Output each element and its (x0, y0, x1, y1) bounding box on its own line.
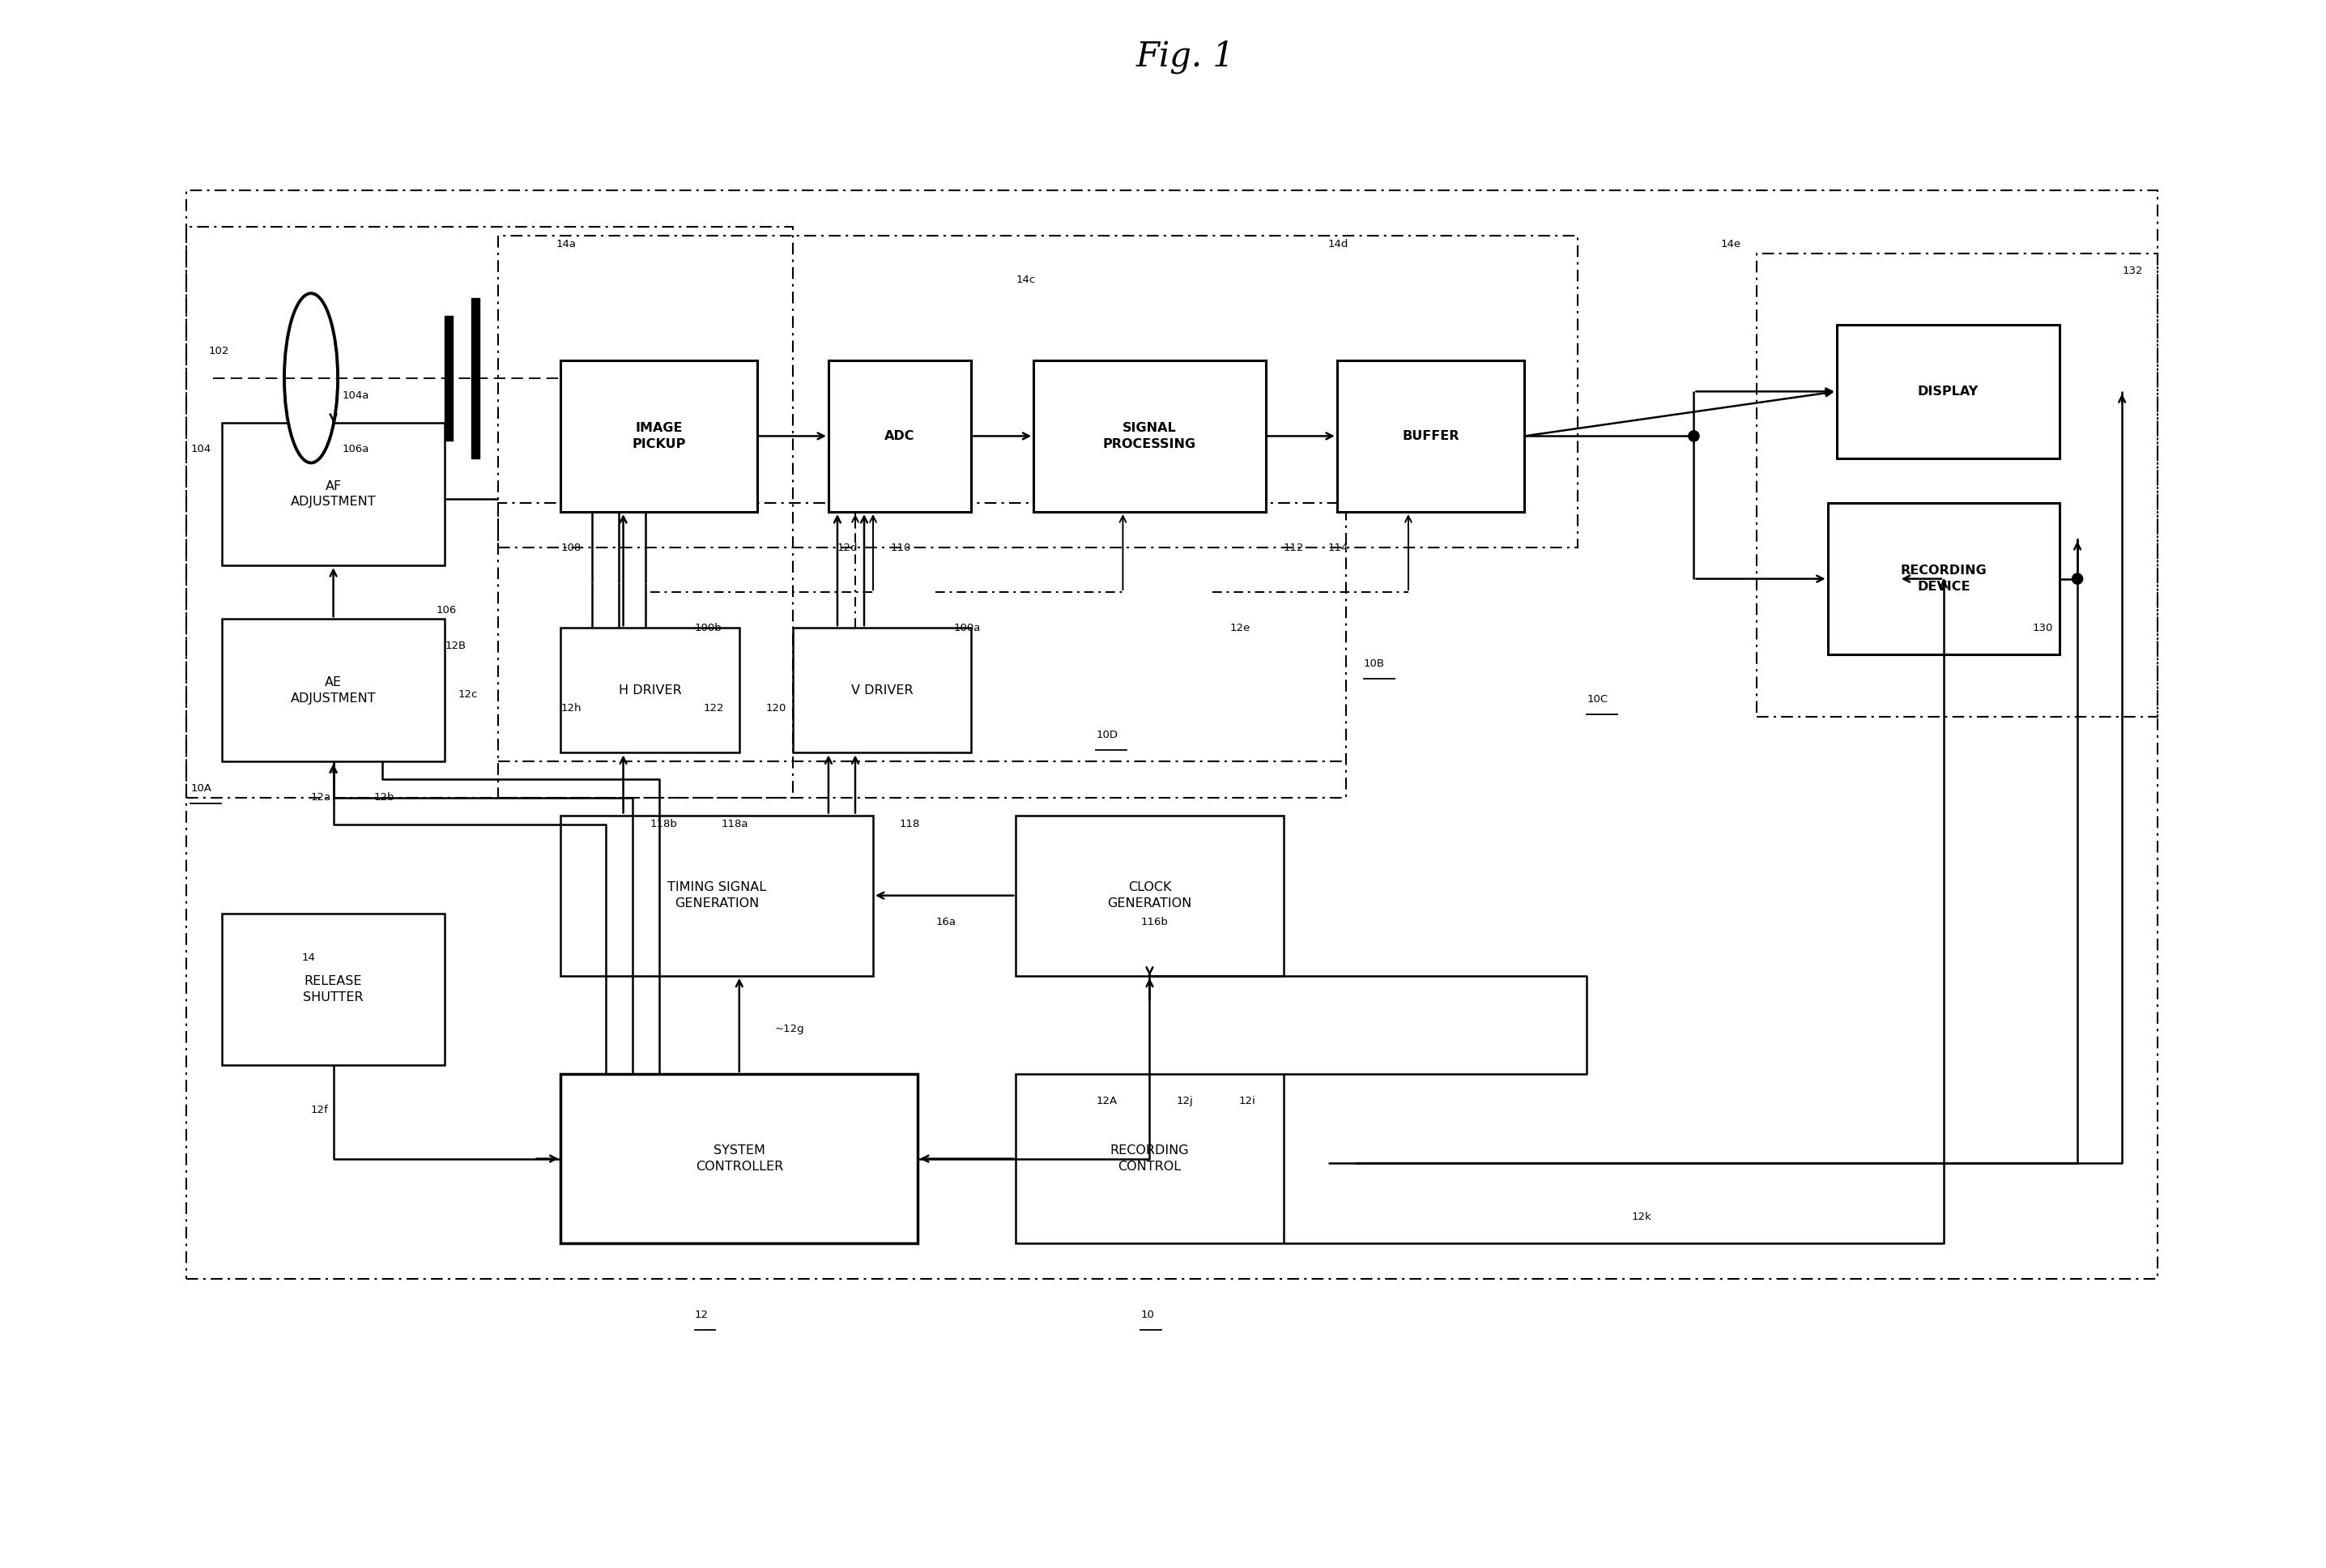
Text: 10A: 10A (191, 782, 212, 793)
FancyBboxPatch shape (828, 361, 972, 511)
Text: SIGNAL
PROCESSING: SIGNAL PROCESSING (1103, 422, 1196, 450)
Text: RECORDING
DEVICE: RECORDING DEVICE (1900, 564, 1986, 593)
Text: Fig. 1: Fig. 1 (1135, 39, 1235, 74)
Text: 10: 10 (1140, 1309, 1154, 1320)
Text: 12f: 12f (312, 1104, 328, 1115)
Text: 14d: 14d (1328, 238, 1349, 249)
Text: 100a: 100a (954, 622, 979, 633)
Text: H DRIVER: H DRIVER (619, 684, 682, 696)
Text: 118: 118 (900, 818, 921, 829)
Text: 132: 132 (2121, 265, 2142, 276)
Text: 16a: 16a (935, 917, 956, 928)
Text: 10D: 10D (1096, 729, 1119, 740)
Text: 12d: 12d (837, 543, 858, 554)
FancyBboxPatch shape (1828, 503, 2059, 654)
FancyBboxPatch shape (1033, 361, 1265, 511)
Text: 110: 110 (891, 543, 912, 554)
Text: 118a: 118a (721, 818, 749, 829)
Text: 120: 120 (765, 702, 786, 713)
FancyBboxPatch shape (1016, 1074, 1284, 1243)
Text: 12B: 12B (444, 640, 465, 651)
Text: TIMING SIGNAL
GENERATION: TIMING SIGNAL GENERATION (668, 881, 765, 909)
Text: 116b: 116b (1140, 917, 1168, 928)
FancyBboxPatch shape (1337, 361, 1524, 511)
Text: 100b: 100b (695, 622, 721, 633)
Text: 12e: 12e (1230, 622, 1251, 633)
Text: 14e: 14e (1721, 238, 1740, 249)
Text: 130: 130 (2033, 622, 2054, 633)
Text: 106a: 106a (342, 444, 370, 455)
Text: 102: 102 (209, 347, 228, 356)
Text: 104: 104 (191, 444, 212, 455)
Text: 118b: 118b (649, 818, 677, 829)
Text: AE
ADJUSTMENT: AE ADJUSTMENT (291, 676, 377, 704)
Text: 12j: 12j (1177, 1096, 1193, 1105)
Text: AF
ADJUSTMENT: AF ADJUSTMENT (291, 480, 377, 508)
FancyBboxPatch shape (1838, 325, 2059, 458)
Text: 12: 12 (695, 1309, 709, 1320)
Text: CLOCK
GENERATION: CLOCK GENERATION (1107, 881, 1191, 909)
Text: V DRIVER: V DRIVER (851, 684, 914, 696)
FancyBboxPatch shape (793, 627, 972, 753)
Text: RECORDING
CONTROL: RECORDING CONTROL (1110, 1145, 1189, 1173)
Circle shape (2072, 574, 2082, 585)
Text: 12i: 12i (1240, 1096, 1256, 1105)
Text: 12h: 12h (561, 702, 582, 713)
Text: IMAGE
PICKUP: IMAGE PICKUP (633, 422, 686, 450)
Bar (444, 315, 454, 441)
FancyBboxPatch shape (221, 914, 444, 1065)
Text: 14a: 14a (556, 238, 577, 249)
Text: 12k: 12k (1631, 1212, 1651, 1221)
FancyBboxPatch shape (561, 627, 740, 753)
Text: 12a: 12a (312, 792, 330, 803)
Text: BUFFER: BUFFER (1403, 430, 1458, 442)
FancyBboxPatch shape (561, 361, 756, 511)
Ellipse shape (284, 293, 337, 463)
FancyBboxPatch shape (561, 1074, 919, 1243)
Text: 114: 114 (1328, 543, 1349, 554)
Text: 104a: 104a (342, 390, 370, 401)
Text: RELEASE
SHUTTER: RELEASE SHUTTER (302, 975, 363, 1004)
Text: 112: 112 (1284, 543, 1305, 554)
Text: 12b: 12b (374, 792, 393, 803)
FancyBboxPatch shape (1016, 815, 1284, 975)
FancyBboxPatch shape (221, 423, 444, 566)
Text: 12c: 12c (458, 690, 477, 699)
Text: 122: 122 (702, 702, 723, 713)
Text: 14: 14 (302, 953, 316, 963)
Bar (472, 298, 479, 458)
Text: 108: 108 (561, 543, 582, 554)
Text: 106: 106 (435, 605, 456, 615)
Circle shape (1689, 431, 1700, 442)
Text: 10C: 10C (1586, 695, 1607, 704)
Text: 14c: 14c (1016, 274, 1035, 285)
Text: DISPLAY: DISPLAY (1917, 386, 1979, 398)
FancyBboxPatch shape (561, 815, 872, 975)
Text: SYSTEM
CONTROLLER: SYSTEM CONTROLLER (695, 1145, 784, 1173)
Text: ADC: ADC (884, 430, 914, 442)
FancyBboxPatch shape (221, 619, 444, 762)
Text: 12A: 12A (1096, 1096, 1116, 1105)
Text: ~12g: ~12g (775, 1024, 805, 1035)
Text: 10B: 10B (1363, 659, 1384, 670)
